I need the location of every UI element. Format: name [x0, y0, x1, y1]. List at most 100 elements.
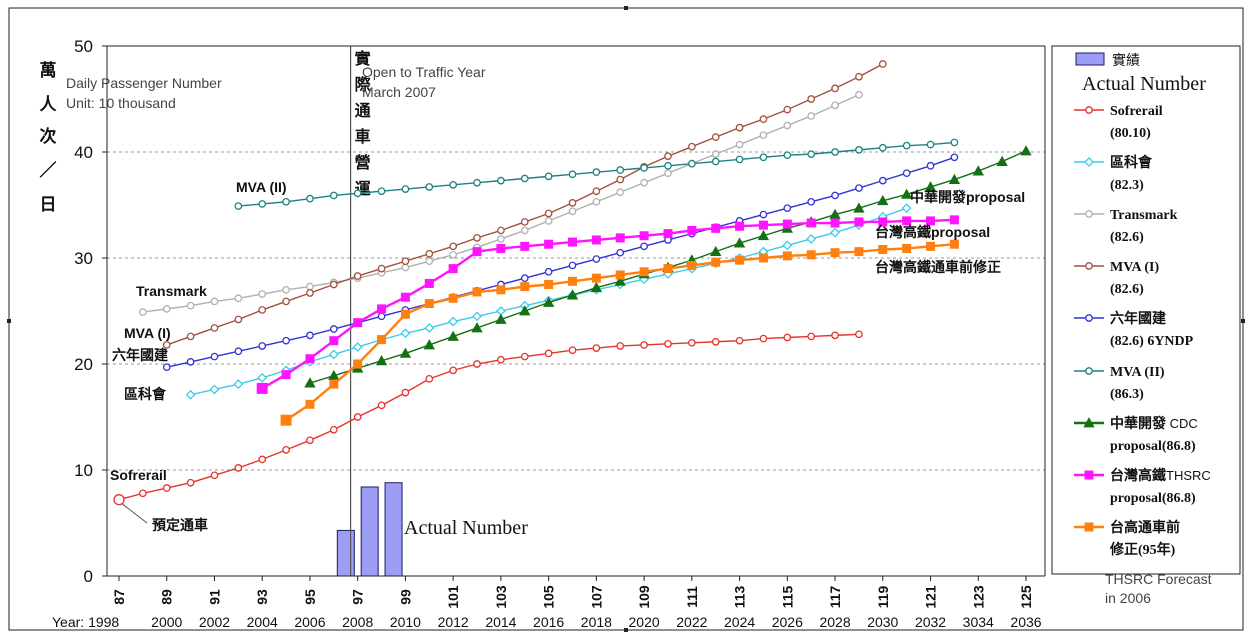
data-point-rev95 [639, 267, 649, 277]
data-point-cdc [519, 305, 531, 316]
data-point-sofrerail [783, 333, 792, 342]
data-point-mva2 [377, 187, 386, 196]
data-point-sixyear [162, 363, 171, 372]
data-point-cdc [996, 155, 1008, 166]
data-point-thsrc [568, 237, 577, 247]
data-point-transmark [210, 297, 219, 306]
data-point-sofrerail [664, 340, 672, 348]
data-point-sofrerail [616, 342, 625, 350]
data-point-thsrc [520, 241, 530, 251]
data-point-rev95 [400, 309, 410, 319]
data-point-sofrerail [353, 413, 362, 421]
data-point-transmark [520, 226, 529, 235]
data-point-thsrc [639, 231, 649, 241]
y-tick-label: 30 [74, 249, 93, 268]
data-point-cdc [447, 330, 459, 341]
data-point-thsrc [711, 223, 721, 233]
x-tick-label-year: 2030 [867, 614, 898, 630]
legend-name-thsrc: 台灣高鐵THSRC [1110, 467, 1211, 484]
data-point-transmark [306, 282, 314, 291]
data-point-thsrc [353, 318, 363, 328]
data-point-cdc [471, 322, 483, 333]
data-point-transmark [831, 101, 839, 110]
data-point-mva1 [186, 332, 195, 341]
data-point-sofrerail [306, 436, 314, 445]
data-point-thsrc [448, 264, 458, 274]
data-point-mva2 [306, 194, 314, 203]
data-point-quke [257, 372, 268, 383]
legend-marker-transmark [1085, 210, 1093, 218]
data-point-rev95 [782, 251, 792, 261]
data-point-mva2 [473, 178, 481, 187]
x-tick-label-year: 2000 [151, 614, 182, 630]
data-point-sofrerail [807, 332, 816, 341]
legend-sub-mva2: (86.3) [1110, 387, 1144, 402]
data-point-mva2 [783, 151, 792, 160]
legend-sub-sixyear: (82.6) 6YNDP [1110, 334, 1194, 349]
data-point-mva1 [425, 249, 434, 258]
legend-bar-swatch [1075, 52, 1105, 66]
data-point-mva1 [592, 187, 601, 196]
data-point-thsrc [782, 219, 792, 229]
data-point-sixyear [783, 204, 792, 213]
data-point-mva2 [449, 181, 458, 189]
x-ticks: 87 Year: 1998 89 2000 91 2002 93 2004 95 2006 97 20… [52, 576, 1042, 630]
data-point-sixyear [377, 312, 386, 321]
data-point-sixyear [258, 342, 267, 350]
data-point-cdc [877, 194, 889, 206]
x-tick-label-roc: 95 [302, 589, 318, 605]
data-point-rev95 [926, 241, 936, 251]
data-point-cdc [566, 289, 579, 300]
bars-group: Actual Number [336, 482, 528, 577]
legend-name-cdc: 中華開發 CDC [1110, 415, 1198, 432]
data-point-mva2 [592, 168, 601, 176]
data-point-transmark [401, 263, 410, 272]
data-point-quke [209, 384, 220, 395]
gridlines [107, 151, 1045, 471]
data-point-mva2 [497, 176, 505, 185]
series-group [113, 60, 1032, 506]
data-point-transmark [640, 178, 648, 187]
data-point-sofrerail [186, 478, 195, 487]
data-point-cdc [710, 245, 722, 257]
data-point-cdc [972, 165, 984, 176]
data-point-mva1 [329, 280, 338, 289]
data-point-transmark [258, 290, 267, 298]
data-point-sofrerail [162, 484, 171, 492]
data-point-mva1 [759, 115, 768, 123]
open-label-en-2: March 2007 [362, 84, 436, 100]
x-tick-label-roc: 87 [111, 589, 127, 605]
legend-name-main: 台高通車前 [1110, 519, 1180, 536]
data-point-cdc [542, 296, 555, 307]
x-tick-label-year: 2004 [247, 614, 278, 630]
data-point-cdc [924, 181, 937, 192]
data-point-mva1 [783, 105, 792, 114]
x-tick-label-year: 2020 [629, 614, 660, 630]
legend-name-main: 台灣高鐵 [1110, 467, 1166, 484]
series-line-transmark [142, 94, 860, 313]
data-point-sixyear [950, 153, 959, 162]
legend-name-main: Transmark [1110, 208, 1178, 223]
data-point-quke [233, 379, 244, 390]
legend-marker-sixyear [1085, 314, 1093, 322]
data-point-mva2 [759, 153, 768, 162]
data-point-cdc [590, 281, 603, 293]
data-point-transmark [616, 188, 625, 197]
subtitle-line-2: Unit: 10 thousand [66, 95, 176, 111]
legend-name-mva1: MVA (I) [1110, 260, 1159, 275]
data-point-rev95 [758, 253, 768, 263]
x-tick-label-roc: 103 [493, 585, 509, 609]
open-label-zh-char: 際 [355, 75, 372, 94]
data-point-thsrc [902, 216, 912, 226]
data-point-sofrerail [139, 489, 147, 498]
data-point-mva1 [449, 242, 458, 251]
series-mva2 [234, 138, 959, 210]
x-tick-label-year: 3034 [963, 614, 994, 630]
data-point-thsrc-start [256, 382, 268, 394]
annotation-rev95: 台灣高鐵通車前修正 [875, 259, 1001, 275]
x-tick-label-year: Year: 1998 [52, 614, 119, 630]
data-point-transmark [449, 250, 458, 259]
data-point-mva1 [162, 341, 171, 349]
data-point-sofrerail [544, 349, 553, 358]
data-point-transmark [783, 121, 792, 130]
